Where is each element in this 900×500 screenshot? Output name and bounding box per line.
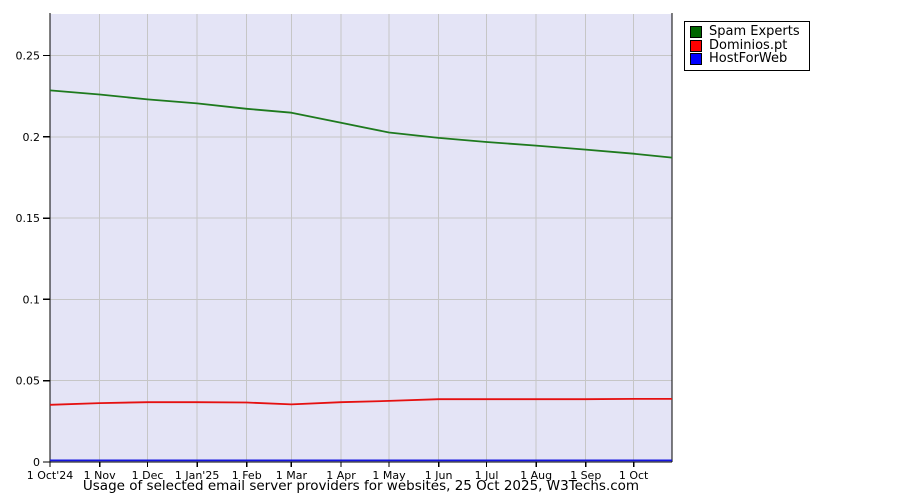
legend-item-hostforweb: HostForWeb [690,51,800,66]
y-tick-label: 0.1 [23,293,41,306]
series-line-spam-experts [49,89,673,159]
y-tick-label: 0 [33,456,40,469]
x-tick-label: 1 Dec [132,469,164,482]
x-tick-label: 1 Sep [570,469,601,482]
x-tick-label: 1 Jul [475,469,499,482]
legend-swatch-hostforweb-icon [690,53,702,66]
legend-label-dominios-pt: Dominios.pt [709,37,788,53]
y-tick-label: 0.2 [23,131,41,144]
x-tick-label: 1 Feb [232,469,262,482]
x-tick-label: 1 Aug [520,469,552,482]
x-tick-label: 1 Oct'24 [27,469,74,482]
x-tick-label: 1 Apr [326,469,356,482]
x-tick-label: 1 Nov [84,469,116,482]
y-tick-label: 0.25 [16,50,41,63]
legend: Spam Experts Dominios.pt HostForWeb [684,21,810,71]
x-tick-label: 1 May [372,469,406,482]
legend-swatch-dominios-pt-icon [690,39,702,52]
x-tick-label: 1 Oct [619,469,649,482]
x-tick-label: 1 Mar [276,469,308,482]
y-tick-label: 0.05 [16,375,41,388]
plot-background [50,14,672,462]
legend-swatch-spam-experts-icon [690,26,702,39]
legend-label-hostforweb: HostForWeb [709,51,788,66]
series-line-dominios-pt [49,397,672,406]
legend-item-dominios-pt: Dominios.pt [690,37,800,53]
legend-label-spam-experts: Spam Experts [709,24,800,39]
legend-item-spam-experts: Spam Experts [690,24,800,39]
chart-caption: Usage of selected email server providers… [82,478,640,494]
y-tick-label: 0.15 [16,212,41,225]
x-tick-label: 1 Jun [425,469,453,482]
x-tick-label: 1 Jan'25 [175,469,219,482]
